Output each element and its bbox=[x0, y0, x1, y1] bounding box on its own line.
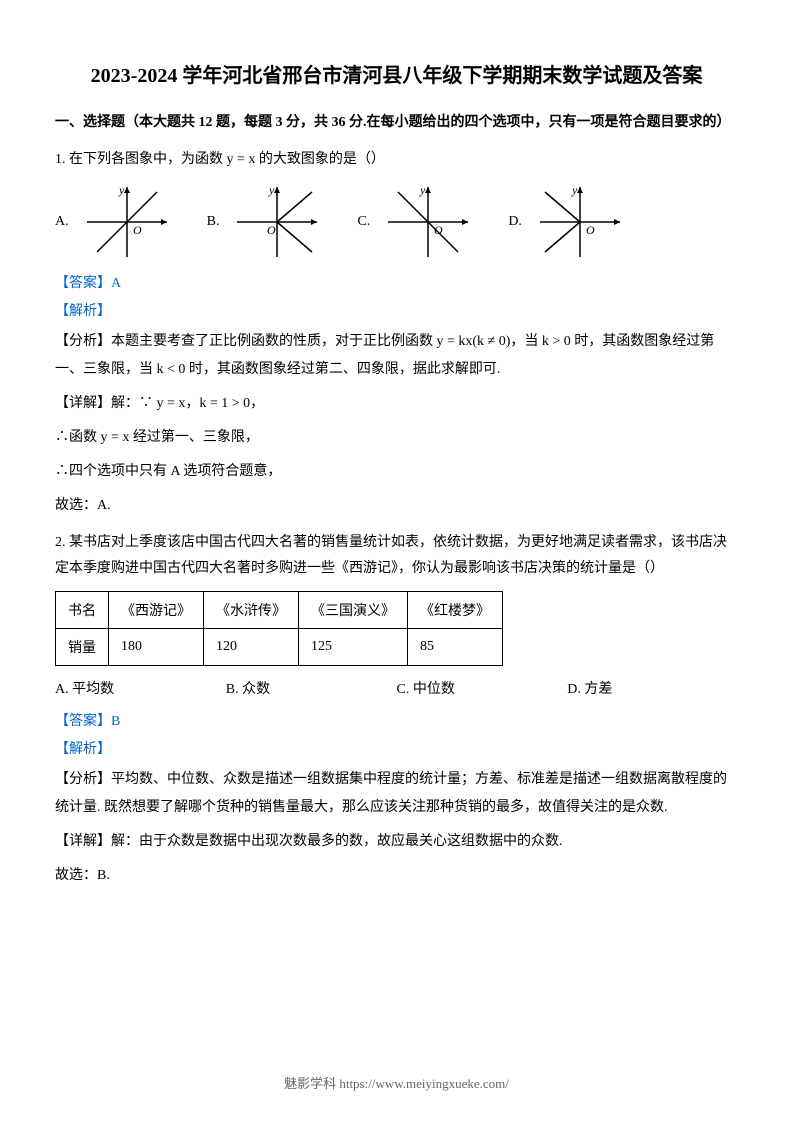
q2-option-a: A. 平均数 bbox=[55, 678, 226, 698]
q2-table: 书名 《西游记》 《水浒传》 《三国演义》 《红楼梦》 销量 180 120 1… bbox=[55, 591, 503, 666]
q2-analysis-2: 【详解】解：由于众数是数据中出现次数最多的数，故应最关心这组数据中的众数. bbox=[55, 828, 738, 856]
answer-value: A bbox=[111, 276, 121, 291]
option-b-label: B. bbox=[207, 214, 220, 230]
q2-answer: 【答案】B bbox=[55, 710, 738, 730]
page-title: 2023-2024 学年河北省邢台市清河县八年级下学期期末数学试题及答案 bbox=[55, 60, 738, 92]
option-a-label: A. bbox=[55, 214, 69, 230]
table-cell: 《红楼梦》 bbox=[408, 591, 503, 628]
q1-analysis-2: 【详解】解：∵ y = x，k = 1 > 0， bbox=[55, 390, 738, 418]
q1-analysis-4: ∴四个选项中只有 A 选项符合题意， bbox=[55, 458, 738, 486]
table-cell: 180 bbox=[109, 628, 204, 665]
table-cell: 《三国演义》 bbox=[299, 591, 408, 628]
answer-label-text: 【答案】 bbox=[55, 276, 111, 291]
q1-answer: 【答案】A bbox=[55, 272, 738, 292]
svg-text:O: O bbox=[434, 223, 443, 237]
option-d-label: D. bbox=[508, 214, 522, 230]
svg-text:O: O bbox=[267, 223, 276, 237]
question-1-graphs: A. y O B. y O C. bbox=[55, 182, 738, 262]
section-header: 一、选择题（本大题共 12 题，每题 3 分，共 36 分.在每小题给出的四个选… bbox=[55, 110, 738, 135]
svg-text:y: y bbox=[118, 183, 125, 197]
q2-analysis-1: 【分析】平均数、中位数、众数是描述一组数据集中程度的统计量；方差、标准差是描述一… bbox=[55, 766, 738, 822]
graph-d-icon: y O bbox=[530, 182, 630, 262]
q2-option-c: C. 中位数 bbox=[397, 678, 568, 698]
table-cell: 120 bbox=[204, 628, 299, 665]
q1-analysis-label: 【解析】 bbox=[55, 300, 738, 320]
table-row: 销量 180 120 125 85 bbox=[56, 628, 503, 665]
svg-text:O: O bbox=[586, 223, 595, 237]
answer-value: B bbox=[111, 714, 120, 729]
option-b: B. y O bbox=[207, 182, 328, 262]
option-c: C. y O bbox=[357, 182, 478, 262]
table-cell: 《西游记》 bbox=[109, 591, 204, 628]
table-cell: 85 bbox=[408, 628, 503, 665]
graph-a-icon: y O bbox=[77, 182, 177, 262]
q1-analysis-5: 故选：A. bbox=[55, 492, 738, 520]
graph-c-icon: y O bbox=[378, 182, 478, 262]
answer-label-text: 【答案】 bbox=[55, 714, 111, 729]
table-row: 书名 《西游记》 《水浒传》 《三国演义》 《红楼梦》 bbox=[56, 591, 503, 628]
table-cell: 书名 bbox=[56, 591, 109, 628]
option-c-label: C. bbox=[357, 214, 370, 230]
q1-analysis-3: ∴函数 y = x 经过第一、三象限， bbox=[55, 424, 738, 452]
svg-text:y: y bbox=[268, 183, 275, 197]
page-footer: 魅影学科 https://www.meiyingxueke.com/ bbox=[0, 1073, 793, 1092]
graph-b-icon: y O bbox=[227, 182, 327, 262]
q2-option-d: D. 方差 bbox=[567, 678, 738, 698]
q2-options: A. 平均数 B. 众数 C. 中位数 D. 方差 bbox=[55, 678, 738, 698]
question-1-text: 1. 在下列各图象中，为函数 y = x 的大致图象的是（） bbox=[55, 147, 738, 172]
option-a: A. y O bbox=[55, 182, 177, 262]
table-cell: 125 bbox=[299, 628, 408, 665]
table-cell: 《水浒传》 bbox=[204, 591, 299, 628]
table-cell: 销量 bbox=[56, 628, 109, 665]
question-2-text: 2. 某书店对上季度该店中国古代四大名著的销售量统计如表，依统计数据，为更好地满… bbox=[55, 530, 738, 580]
svg-text:y: y bbox=[571, 183, 578, 197]
q2-option-b: B. 众数 bbox=[226, 678, 397, 698]
svg-text:y: y bbox=[419, 183, 426, 197]
q1-analysis-1: 【分析】本题主要考查了正比例函数的性质，对于正比例函数 y = kx(k ≠ 0… bbox=[55, 328, 738, 384]
option-d: D. y O bbox=[508, 182, 630, 262]
q2-analysis-3: 故选：B. bbox=[55, 862, 738, 890]
svg-text:O: O bbox=[133, 223, 142, 237]
q2-analysis-label: 【解析】 bbox=[55, 738, 738, 758]
